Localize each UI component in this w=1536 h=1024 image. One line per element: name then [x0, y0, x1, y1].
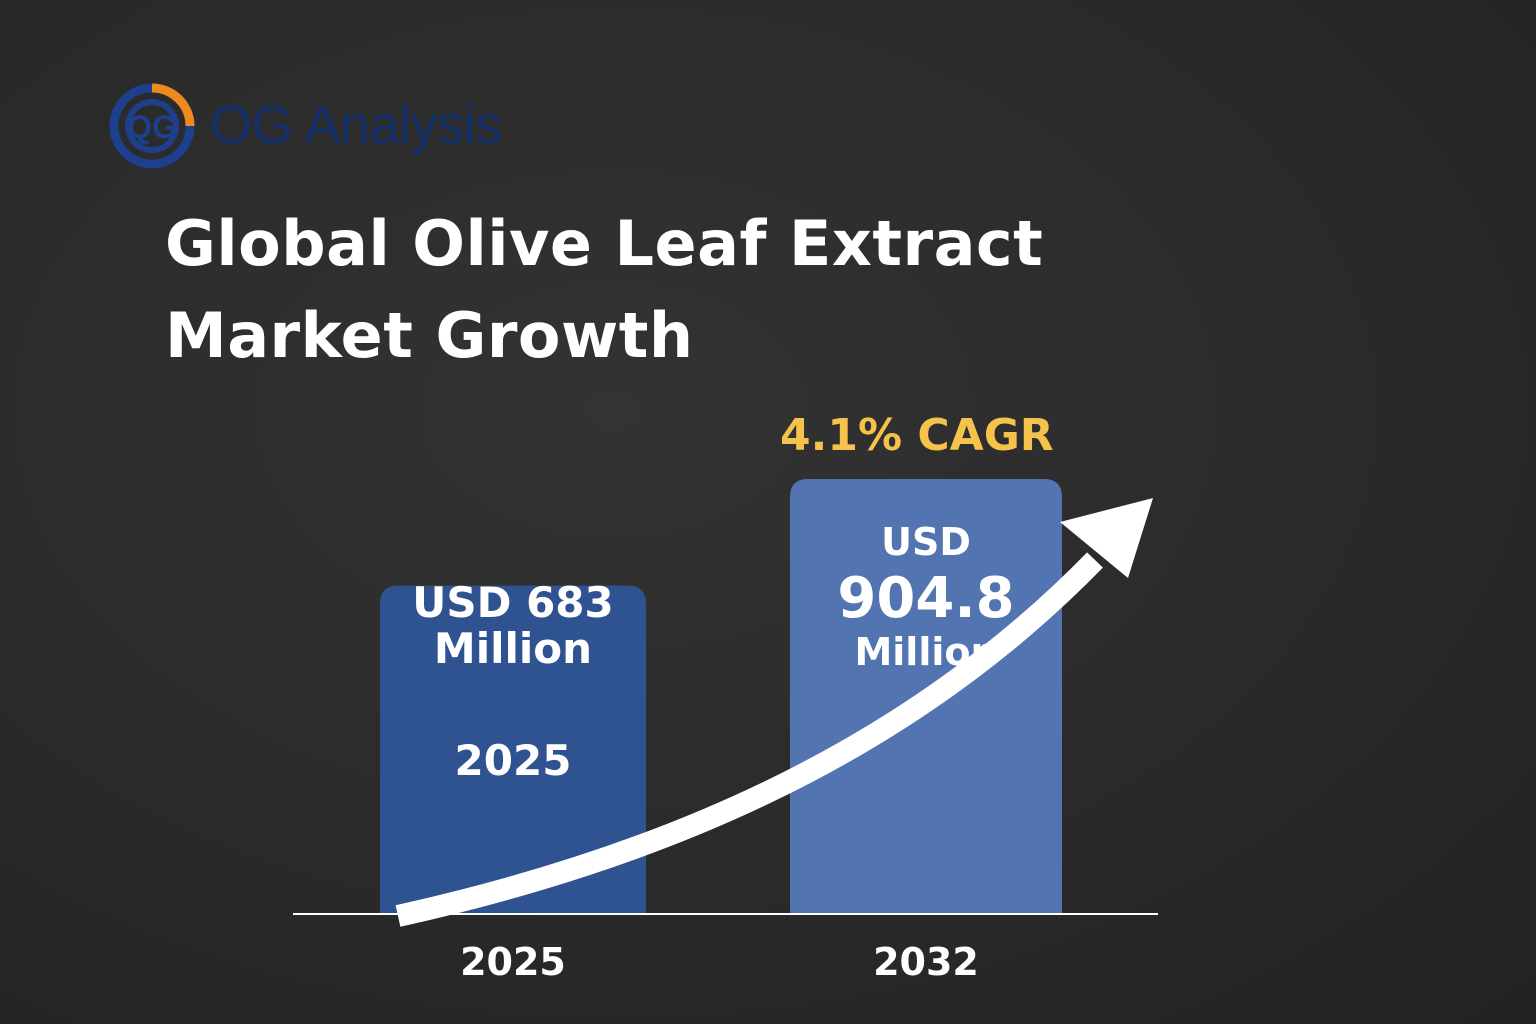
value-label-2032-currency: USD — [881, 520, 971, 564]
growth-arrow-icon — [395, 498, 1153, 927]
value-label-2025-main: USD 683 — [412, 578, 614, 627]
value-label-2025-unit: Million — [433, 624, 593, 673]
og-logo-icon: QG — [109, 83, 195, 169]
value-label-2025: USD 683 Million — [380, 580, 646, 672]
growth-arrow-head — [1060, 498, 1153, 578]
value-label-2032-value: 904.8 — [837, 566, 1015, 631]
growth-arrow-shaft — [395, 552, 1103, 927]
logo-mark: QG — [127, 109, 177, 145]
title-line-2: Market Growth — [165, 299, 694, 372]
bar-2025 — [380, 585, 646, 914]
title-line-1: Global Olive Leaf Extract — [165, 207, 1044, 280]
x-tick-2025: 2025 — [460, 940, 566, 984]
brand-logo: QG OG Analysis — [106, 82, 566, 174]
bar-inner-label: 2025 — [454, 736, 572, 785]
chart-title: Global Olive Leaf Extract Market Growth — [165, 198, 1043, 382]
value-label-2032: USD 904.8 Million — [790, 516, 1062, 674]
brand-name: OG Analysis — [210, 95, 502, 155]
cagr-annotation: 4.1% CAGR — [780, 410, 1054, 461]
value-label-2032-unit: Million — [854, 630, 998, 674]
x-tick-2032: 2032 — [873, 940, 979, 984]
